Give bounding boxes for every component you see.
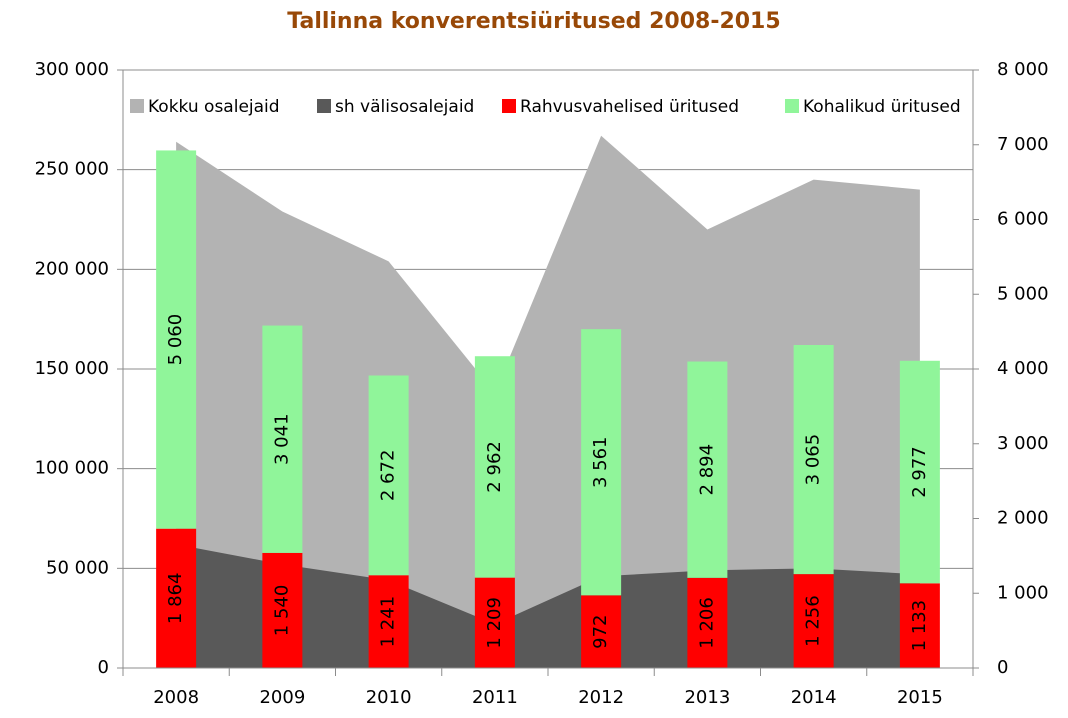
y-tick-label: 300 000 [35, 59, 109, 80]
legend-label: sh välisosalejaid [335, 97, 474, 117]
y2-tick-label: 2 000 [997, 508, 1049, 529]
bar [368, 575, 409, 668]
data-label: 1 209 [484, 597, 505, 649]
data-label: 5 060 [165, 314, 186, 366]
data-label: 3 065 [803, 434, 824, 486]
x-tick-label: 2012 [578, 687, 624, 708]
x-tick-label: 2008 [153, 687, 199, 708]
y2-tick-label: 6 000 [997, 209, 1049, 230]
bar [899, 583, 940, 668]
data-label: 1 206 [696, 597, 717, 649]
bar [262, 325, 303, 553]
bar [581, 595, 622, 668]
y2-tick-label: 3 000 [997, 433, 1049, 454]
legend-label: Kokku osalejaid [148, 97, 280, 117]
legend-swatch [130, 99, 144, 113]
bar [899, 360, 940, 584]
bar [474, 356, 515, 578]
x-tick-label: 2014 [791, 687, 837, 708]
data-label: 1 256 [803, 595, 824, 647]
bar [581, 329, 622, 596]
legend-label: Rahvusvahelised üritused [520, 97, 739, 117]
data-label: 1 241 [378, 596, 399, 648]
bar [156, 528, 197, 668]
y2-tick-label: 5 000 [997, 283, 1049, 304]
data-label: 3 561 [590, 436, 611, 488]
y-tick-label: 50 000 [46, 557, 109, 578]
x-tick-label: 2015 [897, 687, 943, 708]
x-tick-label: 2011 [472, 687, 518, 708]
area [176, 544, 920, 668]
bar [368, 375, 409, 576]
y2-tick-label: 4 000 [997, 358, 1049, 379]
y-tick-label: 150 000 [35, 358, 109, 379]
x-tick-label: 2009 [259, 687, 305, 708]
y2-tick-label: 7 000 [997, 134, 1049, 155]
bar [793, 345, 834, 575]
x-tick-label: 2010 [366, 687, 412, 708]
data-label: 3 041 [271, 413, 292, 465]
legend-label: Kohalikud üritused [803, 97, 961, 117]
bar [156, 150, 197, 529]
y-tick-label: 200 000 [35, 258, 109, 279]
legend-swatch [785, 99, 799, 113]
data-label: 1 133 [909, 600, 930, 652]
data-label: 2 962 [484, 441, 505, 493]
y2-tick-label: 0 [997, 657, 1008, 678]
data-label: 972 [590, 614, 611, 648]
chart-title: Tallinna konverentsiüritused 2008-2015 [287, 9, 780, 34]
bar [262, 552, 303, 668]
y2-tick-label: 8 000 [997, 59, 1049, 80]
data-label: 1 864 [165, 573, 186, 625]
data-label: 2 672 [378, 450, 399, 502]
y-tick-label: 0 [98, 657, 109, 678]
bar [474, 577, 515, 668]
data-label: 2 977 [909, 446, 930, 498]
legend-swatch [317, 99, 331, 113]
data-label: 2 894 [696, 444, 717, 496]
legend-swatch [502, 99, 516, 113]
bar [793, 574, 834, 668]
bar [687, 361, 728, 578]
x-tick-label: 2013 [684, 687, 730, 708]
y-tick-label: 100 000 [35, 458, 109, 479]
area [176, 135, 920, 668]
bar [687, 577, 728, 668]
y-tick-label: 250 000 [35, 159, 109, 180]
data-label: 1 540 [271, 585, 292, 637]
y2-tick-label: 1 000 [997, 582, 1049, 603]
